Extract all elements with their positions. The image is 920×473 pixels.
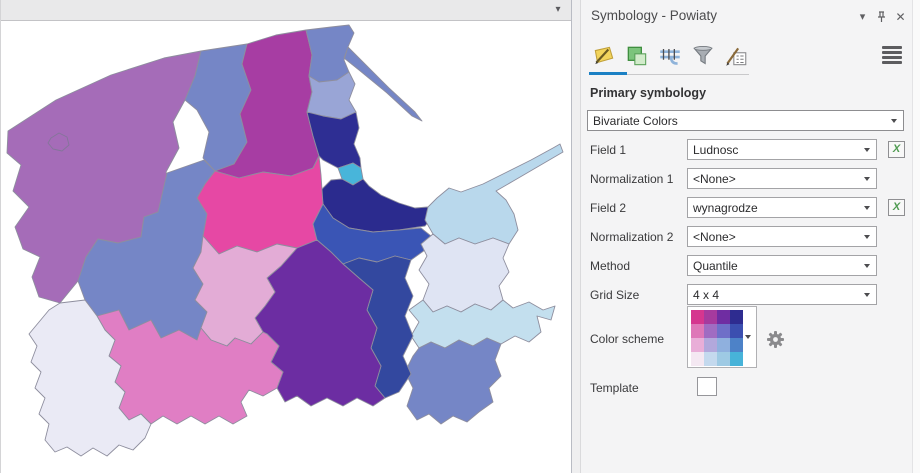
method-value: Quantile [693,259,738,273]
normalization1-label: Normalization 1 [590,172,674,186]
grid-size-value: 4 x 4 [693,288,720,302]
tab-primary-symbology[interactable] [589,40,619,72]
color-scheme-cell [730,310,743,324]
chevron-down-icon [864,235,870,239]
map-region-r6-ne-light[interactable] [306,71,357,120]
panel-titlebar: Symbology - Powiaty ▾ ✕ [581,0,920,32]
template-label: Template [590,381,639,395]
color-scheme-cell [730,324,743,338]
normalization2-value: <None> [693,230,736,244]
chevron-down-icon [864,177,870,181]
active-tab-indicator [589,72,627,75]
field2-label: Field 2 [590,201,627,215]
map-svg [6,24,564,457]
method-label: Method [590,259,631,273]
color-scheme-cell [717,352,730,366]
color-scheme-cell [691,310,704,324]
color-scheme-label: Color scheme [590,332,665,346]
normalization2-label: Normalization 2 [590,230,674,244]
panel-collapse-button[interactable]: ▾ [859,11,866,23]
field1-expression-button[interactable]: X [888,141,905,158]
chevron-down-icon [864,206,870,210]
chevron-down-icon [864,264,870,268]
filter-icon [693,46,713,65]
field2-value: wynagrodze [693,201,758,215]
field2-expression-button[interactable]: X [888,199,905,216]
field1-value: Ludnosc [693,143,739,157]
field2-combo[interactable]: wynagrodze [687,197,877,218]
map-topbar: ▾ [1,0,571,21]
panel-scrollbar[interactable] [912,0,920,473]
tab-filter[interactable] [688,40,718,72]
chevron-down-icon [745,335,751,339]
map-collapse-button[interactable]: ▾ [555,4,561,15]
color-scheme-options-button[interactable] [765,329,786,350]
color-scheme-cell [730,338,743,352]
map-region-r12-e-spit[interactable] [424,143,564,245]
primary-symbology-icon [594,46,614,65]
pin-icon [878,11,885,22]
map-region-r21-nw-enclave[interactable] [47,132,70,152]
normalization1-combo[interactable]: <None> [687,168,877,189]
field1-combo[interactable]: Ludnosc [687,139,877,160]
grid-size-combo[interactable]: 4 x 4 [687,284,877,305]
symbology-type-value: Bivariate Colors [593,114,678,128]
tab-underline [589,72,749,75]
panel-close-button[interactable]: ✕ [895,10,906,24]
vary-symbology-icon [627,46,647,66]
field1-label: Field 1 [590,143,627,157]
chevron-down-icon [864,148,870,152]
color-scheme-cell [704,310,717,324]
symbology-panel: Symbology - Powiaty ▾ ✕ [580,0,920,473]
color-scheme-cell [704,352,717,366]
tab-scale-classes[interactable] [721,40,751,72]
map-region-r5-ne-peninsula[interactable] [305,24,423,122]
method-combo[interactable]: Quantile [687,255,877,276]
chevron-down-icon [891,119,897,123]
panel-title: Symbology - Powiaty [591,8,718,23]
panel-menu-button[interactable] [882,46,902,64]
tab-symbology-grid[interactable] [655,40,685,72]
chevron-down-icon [864,293,870,297]
normalization1-value: <None> [693,172,736,186]
color-scheme-cell [717,338,730,352]
color-scheme-cell [691,352,704,366]
map-region-r7-coast-navy-n[interactable] [306,111,362,169]
gear-icon [767,331,784,348]
map-view: ▾ [0,0,572,473]
map-region-r15-se-slate[interactable] [404,337,502,425]
template-swatch[interactable] [697,377,717,396]
symbology-tab-strip [589,40,751,72]
grid-size-label: Grid Size [590,288,640,302]
map-region-r20-sw-pale[interactable] [28,299,152,457]
color-scheme-picker[interactable] [687,306,757,368]
color-scheme-cell [704,338,717,352]
color-scheme-cell [704,324,717,338]
color-scheme-cell [691,338,704,352]
tab-vary-symbology[interactable] [622,40,652,72]
color-scheme-cell [717,310,730,324]
color-scheme-cell [717,324,730,338]
color-scheme-cell [730,352,743,366]
color-scheme-grid [691,310,743,366]
symbology-type-combo[interactable]: Bivariate Colors [587,110,904,131]
color-scheme-cell [691,324,704,338]
map-region-r13-e-pale[interactable] [418,233,510,313]
scale-classes-icon [726,47,747,66]
normalization2-combo[interactable]: <None> [687,226,877,247]
primary-symbology-heading: Primary symbology [590,86,707,100]
symbology-grid-icon [660,48,680,65]
panel-pin-button[interactable] [874,11,889,26]
